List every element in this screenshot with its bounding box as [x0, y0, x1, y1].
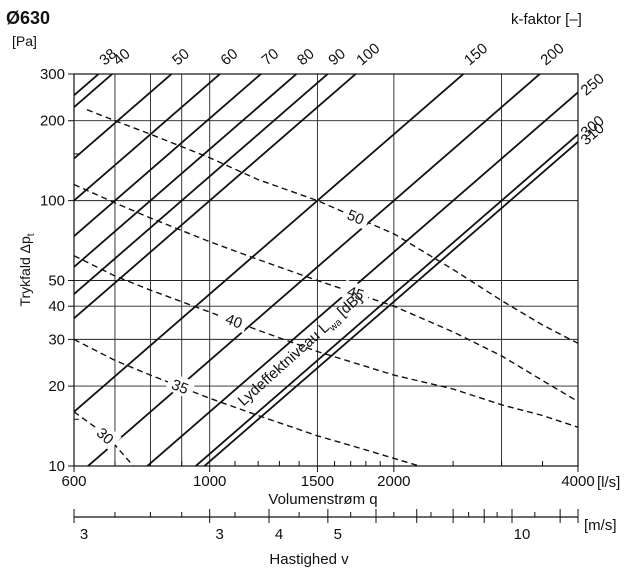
y-axis-tick-label: 10 — [48, 458, 65, 475]
k-factor-label-60: 60 — [218, 45, 242, 69]
k-factor-label-100: 100 — [353, 40, 383, 69]
k-factor-line-38 — [74, 74, 100, 97]
y-axis-label-text: Trykfald Δp — [17, 236, 33, 307]
sound-power-label-bg-35 — [165, 372, 196, 399]
k-factor-label-200: 200 — [537, 40, 567, 69]
y-axis-tick-label: 20 — [48, 378, 65, 395]
k-factor-line-90 — [74, 74, 330, 295]
k-factor-line-60 — [74, 74, 222, 202]
k-factor-label-150: 150 — [461, 40, 491, 69]
k-factor-line-40 — [74, 74, 114, 108]
sound-power-label-bg-30 — [90, 419, 122, 451]
sound-power-curve-50 — [86, 109, 578, 344]
x-axis-tick-label: 4000 — [561, 473, 594, 490]
velocity-axis-tick-label: 10 — [514, 526, 531, 543]
sound-power-curve-label-45: 45 — [345, 283, 366, 304]
sound-power-label-bg-40 — [218, 307, 250, 334]
velocity-axis-tick-label: 3 — [216, 526, 224, 543]
plot-frame — [73, 73, 579, 467]
k-factor-label-250: 250 — [578, 70, 608, 99]
x-axis-unit: [l/s] — [597, 474, 620, 491]
axis-tick-labels: 600 1000 1500 2000 4000102030405010020030038… — [40, 40, 608, 490]
k-factor-line-250 — [145, 91, 578, 466]
sound-power-curves — [74, 109, 578, 466]
y-axis-label: Trykfald Δpt — [17, 233, 37, 306]
k-factor-line-100 — [74, 74, 358, 320]
velocity-axis-tick-label: 3 — [80, 526, 88, 543]
x-axis-tick-label: 1500 — [301, 473, 334, 490]
velocity-axis: 3 3 4 5 10 — [73, 509, 579, 543]
velocity-axis-unit: [m/s] — [584, 517, 617, 534]
y-axis-tick-label: 30 — [48, 331, 65, 348]
sound-power-label-bg-45 — [340, 279, 372, 306]
x-axis-tick-label: 2000 — [377, 473, 410, 490]
k-factor-line-150 — [74, 74, 465, 413]
sound-power-curve-35 — [74, 338, 420, 466]
grid — [74, 74, 578, 466]
k-factor-label-90: 90 — [325, 45, 349, 69]
sound-power-curve-45 — [74, 183, 578, 403]
k-factor-lines — [74, 74, 578, 466]
k-factor-line-310 — [203, 141, 578, 466]
chart-title: Ø630 — [6, 8, 50, 28]
sound-power-curve-40 — [74, 255, 578, 428]
velocity-axis-label: Hastighed v — [269, 551, 349, 568]
sound-power-curve-label-40: 40 — [223, 311, 245, 333]
y-axis-label-subscript: t — [26, 233, 37, 236]
k-factor-line-300 — [194, 133, 578, 466]
sound-power-curve-30 — [74, 411, 134, 466]
x-axis-label: Volumenstrøm q — [268, 491, 377, 508]
sound-power-curve-label-50: 50 — [344, 207, 366, 229]
axis-ticks — [68, 73, 579, 472]
y-axis-tick-label: 200 — [40, 113, 65, 130]
y-axis-tick-label: 100 — [40, 193, 65, 210]
k-factor-line-50 — [74, 74, 173, 160]
k-factor-line-200 — [86, 74, 542, 466]
k-factor-label-50: 50 — [169, 45, 193, 69]
x-axis-tick-label: 600 — [61, 473, 86, 490]
k-factor-line-70 — [74, 74, 263, 237]
sound-power-label: Lydeffektniveau Lwa [dB] — [235, 290, 368, 412]
y-axis-tick-label: 50 — [48, 273, 65, 290]
velocity-axis-tick-label: 5 — [334, 526, 342, 543]
k-factor-label-70: 70 — [259, 45, 283, 69]
sound-power-curve-label-35: 35 — [169, 376, 191, 398]
k-factor-label-80: 80 — [294, 45, 318, 69]
y-axis-tick-label: 40 — [48, 298, 65, 315]
k-factor-label-40: 40 — [110, 45, 134, 69]
velocity-axis-tick-label: 4 — [275, 526, 283, 543]
sound-power-label-bg-50 — [340, 202, 372, 230]
k-factor-label: k-faktor [–] — [511, 11, 582, 28]
k-factor-line-80 — [74, 74, 298, 268]
y-axis-unit: [Pa] — [12, 33, 37, 49]
y-axis-tick-label: 300 — [40, 66, 65, 83]
x-axis-tick-label: 1000 — [193, 473, 226, 490]
